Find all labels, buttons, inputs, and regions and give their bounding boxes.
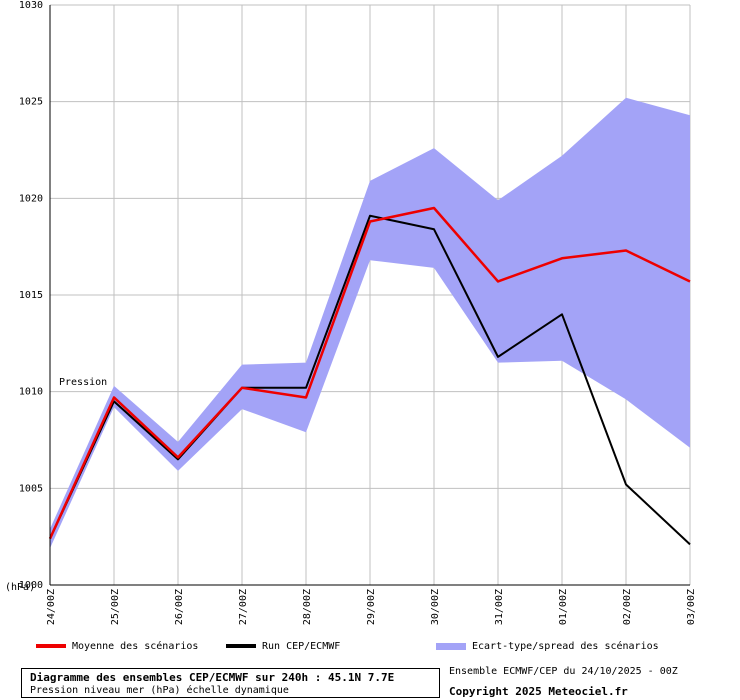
run-info: Ensemble ECMWF/CEP du 24/10/2025 - 00Z xyxy=(449,666,678,677)
info-subtitle: Pression niveau mer (hPa) échelle dynami… xyxy=(30,685,289,696)
info-title: Diagramme des ensembles CEP/ECMWF sur 24… xyxy=(30,671,395,684)
x-tick-label: 27/00Z xyxy=(238,589,249,625)
x-tick-label: 03/00Z xyxy=(686,589,697,625)
x-tick-label: 01/00Z xyxy=(558,589,569,625)
x-tick-label: 02/00Z xyxy=(622,589,633,625)
y-axis-label: (hPa) xyxy=(5,582,35,593)
y-tick-label: 1015 xyxy=(19,290,43,301)
legend-label-mean: Moyenne des scénarios xyxy=(72,641,199,652)
copyright: Copyright 2025 Meteociel.fr xyxy=(449,685,628,698)
legend-swatch-black xyxy=(226,644,256,648)
y-tick-label: 1010 xyxy=(19,387,43,398)
x-tick-label: 29/00Z xyxy=(366,589,377,625)
legend-swatch-red xyxy=(36,644,66,648)
y-tick-label: 1005 xyxy=(19,483,43,494)
y-tick-label: 1000 xyxy=(19,580,43,591)
pressure-chart: 1000 1005 1010 1015 1020 1025 1030 (hPa) Pressio… xyxy=(5,0,697,625)
legend-swatch-blue xyxy=(436,642,466,650)
legend-item-run: Run CEP/ECMWF xyxy=(226,640,340,654)
y-tick-label: 1025 xyxy=(19,97,43,108)
x-tick-label: 26/00Z xyxy=(174,589,185,625)
legend-item-spread: Ecart-type/spread des scénarios xyxy=(436,640,659,654)
series-line-1 xyxy=(49,214,691,546)
series-line-0 xyxy=(48,206,691,540)
spread-band xyxy=(50,97,690,549)
info-box: Diagramme des ensembles CEP/ECMWF sur 24… xyxy=(21,668,440,698)
x-tick-label: 28/00Z xyxy=(302,589,313,625)
legend-label-spread: Ecart-type/spread des scénarios xyxy=(472,641,659,652)
x-tick-label: 30/00Z xyxy=(430,589,441,625)
x-tick-label: 24/00Z xyxy=(46,589,57,625)
x-tick-label: 31/00Z xyxy=(494,589,505,625)
legend-label-run: Run CEP/ECMWF xyxy=(262,641,341,652)
legend-item-mean: Moyenne des scénarios xyxy=(36,640,198,654)
y-tick-label: 1030 xyxy=(19,0,43,11)
y-tick-label: 1020 xyxy=(19,193,43,204)
chart-annotation: Pression xyxy=(59,377,107,388)
x-tick-label: 25/00Z xyxy=(110,589,121,625)
